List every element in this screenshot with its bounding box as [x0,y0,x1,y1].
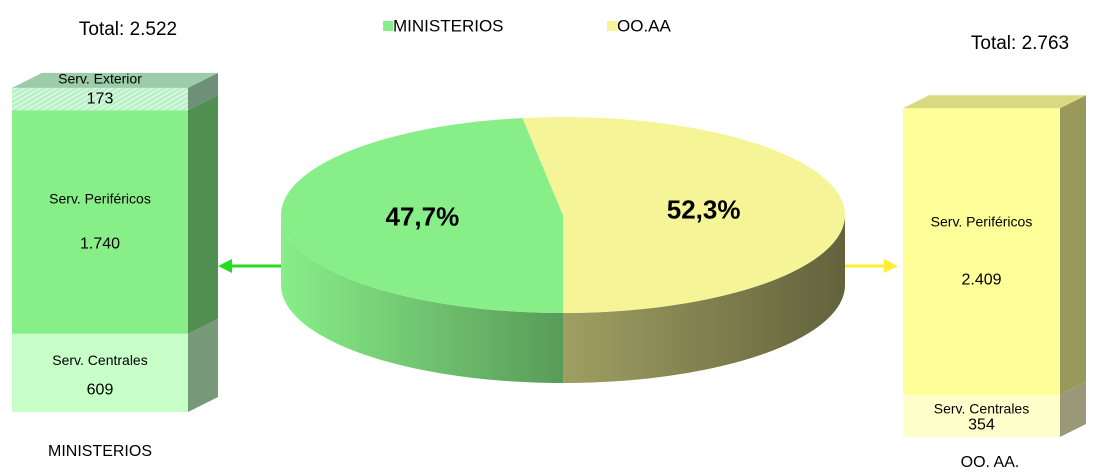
pie-side-shade [563,215,845,383]
segment-name: Serv. Periféricos [931,214,1033,230]
bar-hatch [12,87,188,111]
segment-value: 1.740 [80,236,120,253]
legend-swatch [383,21,393,31]
slice-label: 47,7% [386,201,460,231]
bar-side [1060,381,1086,437]
bar-segment [903,394,1060,437]
bar-top [903,95,1086,109]
bar-side [188,95,218,334]
bar-top-shade [903,95,1086,109]
segment-name: Serv. Exterior [58,71,142,87]
segment-value: 609 [87,381,114,398]
bar-side-shade [1060,95,1086,395]
legend-label: OO.AA [617,16,672,35]
legend-label: MINISTERIOS [393,16,504,35]
total-label: Total: 2.763 [971,33,1069,54]
column-title: OO. AA. [961,454,1020,471]
column-title: MINISTERIOS [48,443,152,460]
bar-side-shade [1060,381,1086,437]
segment-value: 173 [87,90,114,107]
bar-top [12,72,218,88]
legend-swatch [607,21,617,31]
total-label: Total: 2.522 [79,19,177,40]
bar-side [188,318,218,412]
pie-side-shade [281,215,563,383]
bar-side-shade [188,72,218,111]
bar-side-shade [188,318,218,412]
pie-slice [522,117,845,313]
segment-value: 2.409 [961,271,1001,288]
segment-name: Serv. Centrales [934,400,1029,416]
bar-side-shade [188,95,218,334]
bar-side [1060,95,1086,395]
arrows [218,259,898,273]
segment-value: 354 [968,416,995,433]
bar-top-shade [12,72,218,88]
bar-segment [12,110,188,334]
pie-slice [281,118,563,313]
segment-name: Serv. Periféricos [49,190,151,206]
slice-label: 52,3% [667,194,741,224]
bar-segment [903,108,1060,395]
bar-segment [12,333,188,412]
segment-name: Serv. Centrales [52,352,147,368]
bar-side [188,72,218,111]
